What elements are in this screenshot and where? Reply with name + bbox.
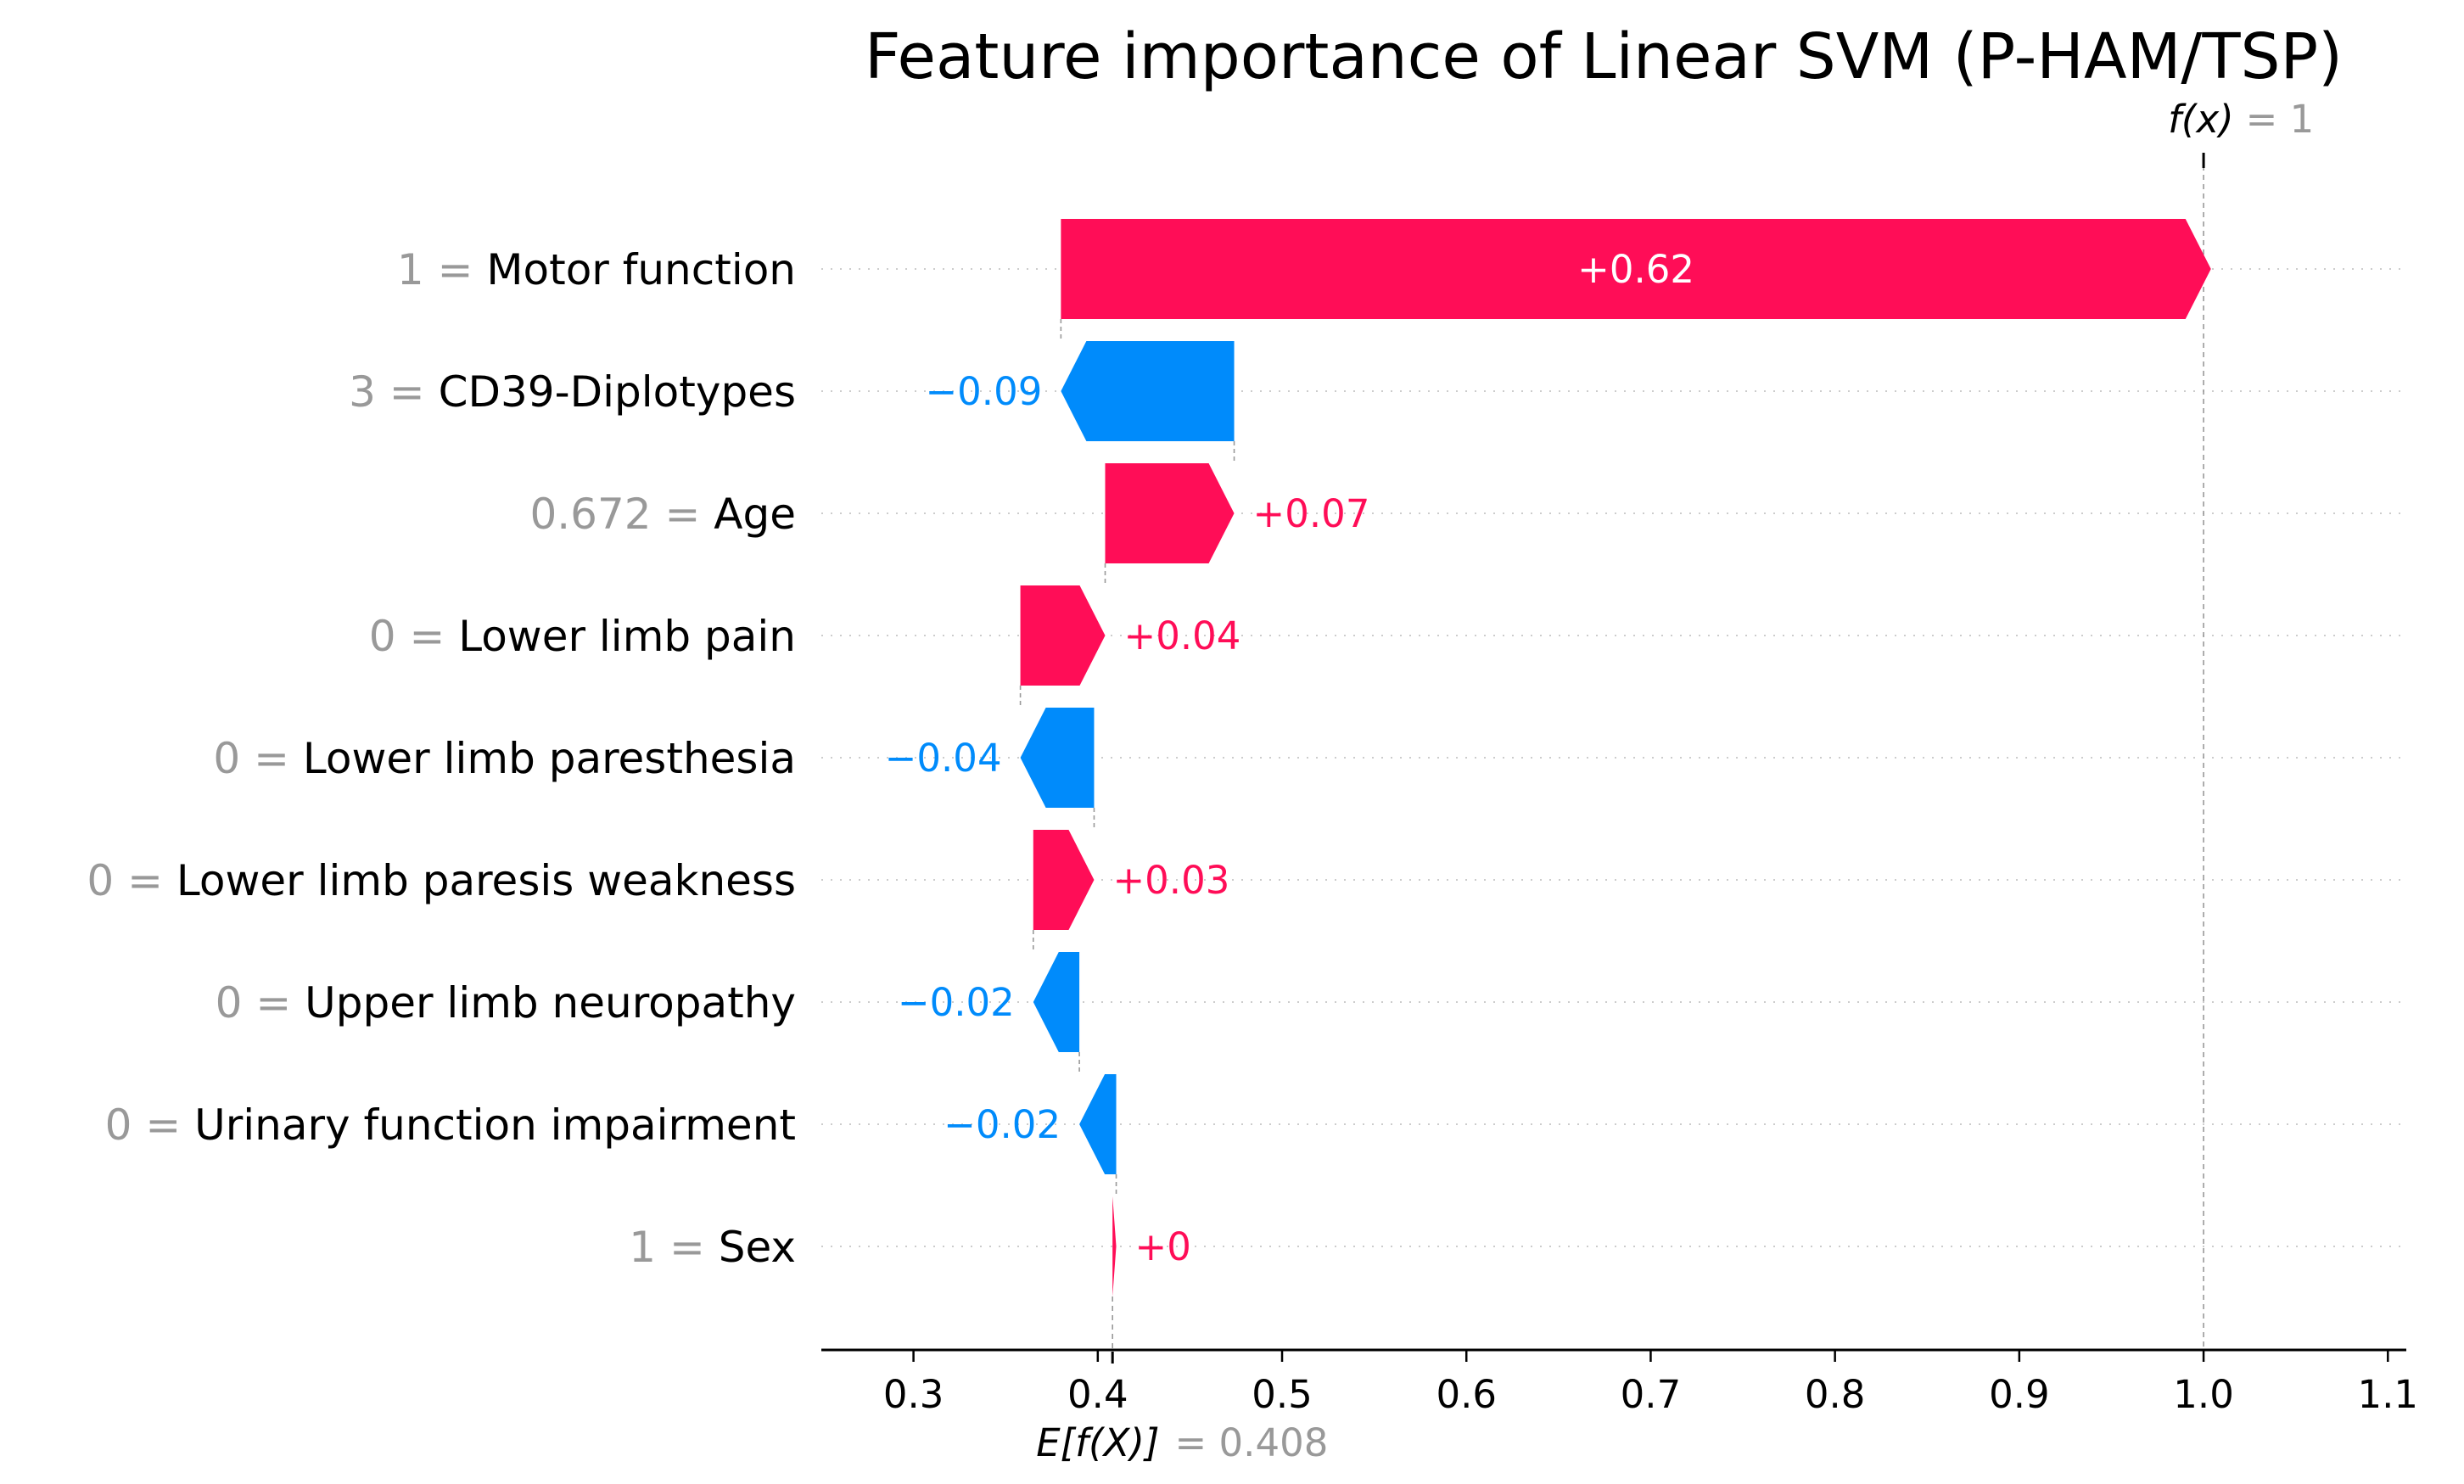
bar-feature-7 (1079, 1074, 1117, 1174)
base-value-label: E[f(X)] (1036, 1420, 1159, 1465)
feature-value: 0 = (105, 1100, 195, 1150)
bar-value-label: −0.02 (944, 1102, 1061, 1147)
feature-labels: 1 = Motor function 3 = CD39-Diplotypes 0.6… (87, 245, 796, 1272)
value-markers: E[f(X)] = 0.408 f(x) = 1 (1036, 97, 2314, 1465)
x-tick-label: 1.0 (2173, 1372, 2234, 1417)
base-value-number: = 0.408 (1175, 1420, 1329, 1465)
bar-value-label: +0.03 (1112, 858, 1229, 903)
feature-value: 0 = (369, 612, 459, 661)
feature-value: 3 = (349, 367, 439, 417)
contribution-bars: +0.62 −0.09 +0.07 +0.04 −0.04 +0.03 −0.02 −0.02… (885, 219, 2211, 1296)
feature-label: 0 = Upper limb neuropathy (216, 978, 796, 1028)
feature-label: 0.672 = Age (529, 490, 796, 539)
x-tick-label: 0.3 (883, 1372, 944, 1417)
reference-lines (1019, 156, 2204, 1350)
feature-name: Lower limb paresthesia (303, 734, 796, 783)
bar-value-label: +0.04 (1124, 613, 1241, 658)
feature-label: 1 = Sex (629, 1223, 796, 1272)
feature-name: CD39-Diplotypes (439, 367, 796, 417)
feature-name: Lower limb paresis weakness (176, 856, 796, 905)
feature-label: 3 = CD39-Diplotypes (349, 367, 796, 417)
bar-feature-0 (1061, 219, 2211, 319)
feature-value: 0 = (87, 856, 176, 905)
x-tick-label: 0.8 (1805, 1372, 1866, 1417)
x-axis: 0.3 0.4 0.5 0.6 0.7 0.8 0.9 1.0 1.1 (821, 1348, 2418, 1417)
feature-name: Upper limb neuropathy (305, 978, 796, 1028)
feature-label: 0 = Urinary function impairment (105, 1100, 796, 1150)
feature-label: 1 = Motor function (397, 245, 796, 294)
feature-value: 1 = (397, 245, 487, 294)
output-value-number: = 1 (2246, 97, 2315, 142)
feature-label: 0 = Lower limb pain (369, 612, 796, 661)
feature-label: 0 = Lower limb paresthesia (213, 734, 796, 783)
feature-name: Age (714, 490, 796, 539)
feature-name: Urinary function impairment (194, 1100, 796, 1150)
chart-title: Feature importance of Linear SVM (P-HAM/… (865, 20, 2343, 93)
bar-value-label: −0.02 (898, 980, 1015, 1025)
bar-feature-8 (1112, 1196, 1117, 1296)
x-tick-label: 0.6 (1436, 1372, 1497, 1417)
x-tick-label: 0.7 (1621, 1372, 1682, 1417)
bar-value-label: +0.07 (1253, 491, 1370, 536)
bar-feature-1 (1061, 341, 1235, 441)
feature-name: Lower limb pain (458, 612, 796, 661)
bar-feature-2 (1105, 463, 1235, 563)
base-value-marker: E[f(X)] = 0.408 (1036, 1420, 1328, 1465)
bar-feature-3 (1020, 585, 1106, 686)
x-tick-label: 0.5 (1252, 1372, 1313, 1417)
feature-name: Motor function (486, 245, 796, 294)
feature-value: 0.672 = (529, 490, 714, 539)
x-tick-label: 1.1 (2357, 1372, 2418, 1417)
feature-name: Sex (719, 1223, 796, 1272)
output-value-marker: f(x) = 1 (2168, 97, 2314, 142)
bar-value-label: −0.09 (925, 369, 1042, 414)
bar-value-label: +0 (1135, 1224, 1191, 1269)
bar-feature-6 (1033, 952, 1080, 1052)
x-tick-label: 0.9 (1989, 1372, 2050, 1417)
feature-value: 0 = (216, 978, 305, 1028)
bar-feature-5 (1033, 830, 1095, 930)
bar-value-label: +0.62 (1577, 247, 1694, 292)
feature-value: 1 = (629, 1223, 719, 1272)
bar-value-label: −0.04 (885, 736, 1002, 781)
feature-label: 0 = Lower limb paresis weakness (87, 856, 796, 905)
feature-value: 0 = (213, 734, 303, 783)
x-tick-label: 0.4 (1067, 1372, 1128, 1417)
bar-feature-4 (1020, 708, 1095, 808)
output-value-label: f(x) (2168, 97, 2234, 142)
